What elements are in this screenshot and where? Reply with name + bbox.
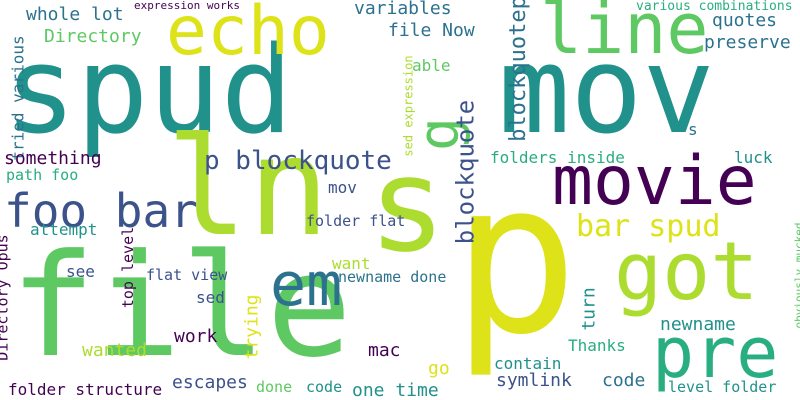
word: sed expression (401, 55, 416, 157)
word: got (614, 225, 759, 318)
word: sed (196, 288, 225, 307)
word: whole lot (26, 4, 124, 25)
word: trying (241, 294, 263, 360)
word: blockquotep (505, 0, 531, 142)
word: newname (660, 314, 736, 335)
word: various combinations (636, 0, 793, 14)
word: ln (166, 109, 330, 267)
word: file Now (388, 20, 475, 41)
word: one time (352, 380, 439, 400)
word: bar spud (576, 209, 721, 244)
word: newname done (338, 268, 447, 286)
word: mac (368, 340, 401, 361)
word: tried various (8, 35, 28, 161)
word: Directory (44, 26, 142, 47)
word: foo bar (4, 184, 198, 238)
word: want (332, 254, 371, 273)
word: variables (354, 0, 452, 19)
word: preserve (704, 32, 791, 53)
word: top level (119, 226, 138, 309)
word: escapes (172, 372, 248, 393)
word: contain (494, 354, 562, 373)
word: turn (578, 287, 600, 331)
word: spud (4, 22, 293, 161)
word: s (368, 129, 447, 281)
word: go (428, 358, 450, 379)
word: flat view (146, 266, 228, 284)
word: wanted (82, 340, 148, 361)
word: pre (652, 312, 779, 394)
word: p (452, 136, 579, 381)
word: able (412, 56, 451, 75)
word: folder flat (306, 212, 406, 230)
word: luck (734, 148, 773, 167)
word: echo (166, 0, 330, 71)
word: mov (498, 22, 715, 161)
word: p blockquote (204, 146, 392, 176)
word: code (306, 378, 343, 396)
word: movie (552, 142, 757, 221)
word: s (688, 120, 698, 139)
word: Directory Opus (0, 234, 12, 361)
word: code (602, 370, 646, 391)
word: work (174, 326, 218, 347)
word: obviously mucked (792, 222, 800, 329)
word: symlink (496, 370, 572, 391)
word: mov (328, 178, 357, 197)
word: level folder (668, 378, 777, 396)
word: see (66, 262, 95, 281)
word: path foo (6, 166, 79, 184)
word: attempt (30, 220, 98, 239)
word: folder structure (8, 380, 163, 399)
word: something (4, 148, 102, 169)
word: Thanks (568, 336, 626, 355)
word: line (540, 0, 709, 70)
word: done (256, 378, 293, 396)
word: file (10, 224, 352, 389)
word: em (270, 250, 343, 320)
word: quotes (712, 10, 778, 31)
word: expression works (134, 0, 240, 12)
word: blockquote (451, 99, 480, 245)
word: folders inside (490, 148, 625, 167)
